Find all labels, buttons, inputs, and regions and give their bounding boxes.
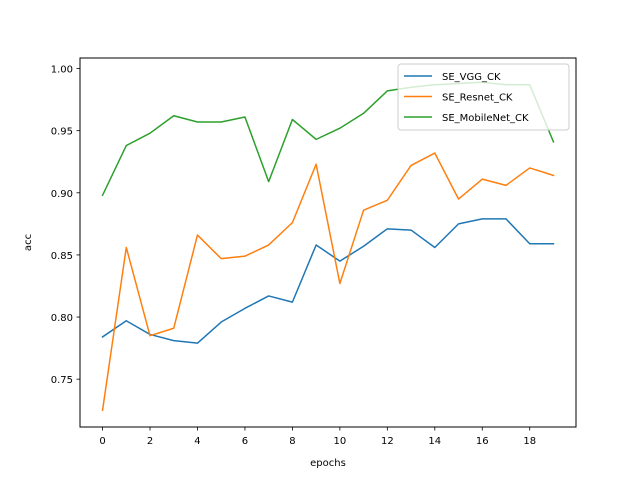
y-tick-label: 1.00 [51,65,73,76]
x-axis-label: epochs [310,458,346,469]
x-tick-label: 0 [99,436,105,447]
legend-box [397,63,570,131]
x-tick-label: 8 [289,436,295,447]
series-line-1 [101,152,555,412]
y-tick-label: 0.75 [51,375,73,386]
x-tick-label: 2 [147,436,153,447]
x-tick-label: 12 [381,436,394,447]
x-tick-label: 14 [428,436,441,447]
y-axis: 0.75 0.80 0.85 0.90 0.95 1.00 [51,65,80,386]
y-tick-label: 0.95 [51,127,73,138]
x-axis: 0 2 4 6 8 10 12 14 16 18 [99,427,536,447]
x-tick-label: 6 [242,436,248,447]
legend: SE_VGG_CK SE_Resnet_CK SE_MobileNet_CK [397,63,570,131]
y-tick-label: 0.80 [51,313,73,324]
legend-label-1: SE_Resnet_CK [442,93,513,104]
y-tick-label: 0.85 [51,251,73,262]
plot-frame [79,57,577,428]
series-line-0 [101,218,555,344]
x-tick-label: 16 [476,436,489,447]
legend-label-2: SE_MobileNet_CK [442,113,529,124]
x-tick-label: 4 [194,436,200,447]
legend-label-0: SE_VGG_CK [442,72,501,83]
x-tick-label: 18 [523,436,536,447]
y-tick-label: 0.90 [51,189,73,200]
y-axis-label: acc [23,234,34,251]
x-tick-label: 10 [333,436,346,447]
